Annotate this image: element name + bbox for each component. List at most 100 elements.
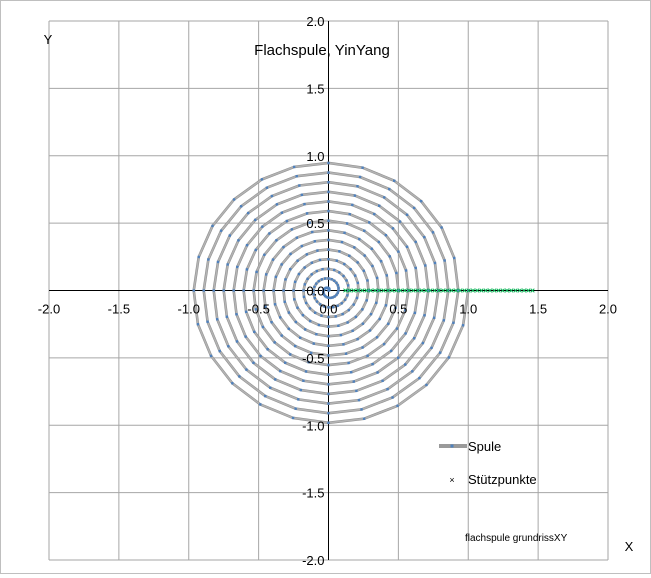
spule-point — [284, 278, 287, 281]
spule-point — [327, 267, 330, 271]
spule-point — [315, 300, 319, 303]
spule-point — [252, 289, 255, 292]
stuetzpunkt-stroke — [441, 288, 446, 293]
stuetzpunkt-marker — [385, 288, 390, 293]
spule-point — [316, 249, 319, 252]
spule-point — [442, 319, 445, 322]
spule-point — [239, 205, 243, 208]
spule-point — [333, 295, 336, 298]
stuetzpunkt-stroke — [360, 288, 365, 293]
stuetzpunkt-stroke — [445, 288, 450, 293]
spule-point — [355, 296, 359, 300]
tick-labels: -2.0 -1.5 -1.0 -0.5 0.0 0.5 1.0 1.5 2.0 2.0 1.5 1.0… — [38, 14, 617, 568]
spule-point — [351, 329, 354, 332]
spule-point — [310, 273, 313, 276]
spule-point — [308, 307, 312, 310]
stuetzpunkt-marker — [441, 288, 446, 293]
spule-point — [312, 342, 315, 345]
spule-point — [227, 345, 230, 348]
spule-point — [366, 354, 369, 357]
spule-point — [391, 396, 394, 399]
spule-point — [412, 206, 416, 210]
spule-point — [447, 289, 450, 292]
spule-point — [398, 220, 402, 223]
chart-annotation: flachspule grundrissXY — [465, 533, 568, 544]
spule-point — [237, 239, 240, 242]
spule-point — [216, 260, 220, 264]
stuetzpunkt-stroke — [496, 288, 501, 293]
spule-point — [345, 222, 349, 225]
spule-point — [397, 289, 400, 292]
legend-item-stuetzpunkte: × Stützpunkte — [449, 472, 536, 487]
spule-point — [405, 245, 409, 248]
spule-point — [236, 265, 239, 269]
stuetzpunkt-stroke — [530, 288, 535, 293]
spule-point — [335, 281, 338, 285]
spule-point — [348, 212, 351, 216]
spule-point — [334, 315, 337, 318]
spule-point — [350, 371, 353, 374]
stuetzpunkt-marker — [509, 288, 514, 293]
spule-point — [395, 327, 399, 330]
spule-point — [315, 282, 318, 285]
spule-point — [327, 238, 330, 242]
stuetzpunkt-stroke — [453, 288, 459, 293]
stuetzpunkt-stroke — [398, 288, 403, 293]
stuetzpunkt-marker — [432, 288, 437, 293]
spule-point — [383, 196, 386, 199]
spule-point — [280, 334, 283, 337]
spule-point — [327, 229, 330, 232]
stuetzpunkt-marker — [458, 288, 463, 293]
spule-point — [254, 308, 257, 311]
spule-point — [327, 402, 330, 405]
spule-point — [274, 378, 277, 381]
spule-point — [245, 243, 249, 247]
spule-point — [293, 280, 297, 284]
spule-point — [327, 248, 330, 251]
spule-point — [280, 263, 283, 266]
spule-point — [413, 337, 416, 340]
stuetzpunkt-marker — [526, 288, 531, 293]
spule-point — [327, 421, 330, 425]
stuetzpunkt-marker — [423, 288, 429, 293]
spule-point — [345, 279, 348, 282]
spule-point — [337, 324, 340, 327]
spule-point — [297, 272, 301, 276]
spule-point — [279, 369, 282, 373]
spule-point — [262, 289, 265, 292]
spule-point — [292, 289, 295, 292]
spule-point — [274, 275, 278, 279]
spule-point — [352, 303, 355, 306]
spule-point — [293, 298, 296, 301]
spule-point — [325, 295, 328, 299]
spule-point — [265, 273, 268, 276]
x-tick-label: -0.5 — [247, 302, 269, 317]
spule-point — [255, 270, 258, 274]
spule-point — [271, 258, 275, 261]
stuetzpunkt-stroke — [355, 288, 361, 293]
stuetzpunkt-stroke — [385, 288, 390, 293]
spule-point — [275, 203, 279, 206]
spule-point — [333, 279, 336, 282]
spule-point — [394, 306, 397, 310]
spule-point — [349, 268, 352, 271]
stuetzpunkt-stroke — [487, 288, 493, 293]
spule-point — [298, 184, 301, 187]
x-tick-label: 2.0 — [599, 302, 617, 317]
stuetzpunkt-stroke — [351, 288, 356, 293]
stuetzpunkt-stroke — [470, 288, 476, 293]
spule-point — [270, 194, 274, 198]
spule-point — [312, 293, 315, 296]
spule-point — [431, 231, 435, 234]
legend-item-spule: Spule — [439, 439, 501, 454]
spule-point — [346, 284, 350, 287]
spule-point — [342, 343, 345, 346]
spule-point — [336, 284, 340, 287]
x-tick-label: -2.0 — [38, 302, 60, 317]
spule-point — [294, 407, 297, 410]
spule-point — [327, 209, 330, 213]
spule-point — [272, 289, 275, 292]
spule-point — [347, 308, 350, 312]
spule-point — [337, 286, 340, 290]
